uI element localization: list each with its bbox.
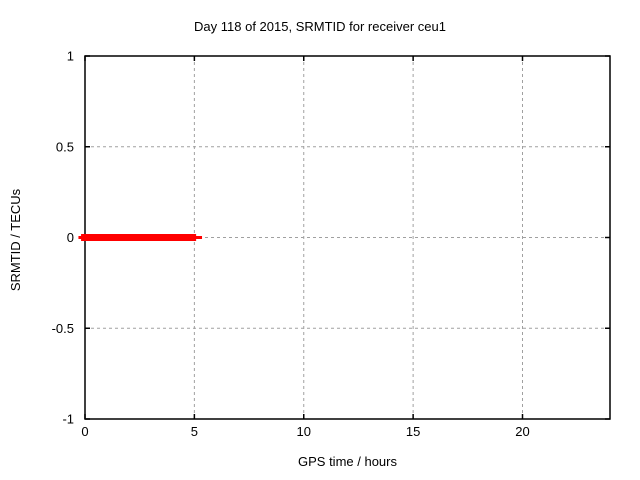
tick-label-y-0.5: 0.5 [56, 139, 74, 154]
tick-label-x-0: 0 [81, 424, 88, 439]
tick-label-x-10: 10 [297, 424, 311, 439]
chart-title: Day 118 of 2015, SRMTID for receiver ceu… [194, 19, 446, 34]
tick-label-x-15: 15 [406, 424, 420, 439]
tick-label-y--0.5: -0.5 [52, 321, 74, 336]
tick-label-y-0: 0 [67, 230, 74, 245]
tick-label-x-20: 20 [515, 424, 529, 439]
x-axis-label: GPS time / hours [298, 454, 397, 469]
tick-label-y-1: 1 [67, 49, 74, 64]
tick-label-x-5: 5 [191, 424, 198, 439]
tick-label-y--1: -1 [62, 412, 74, 427]
